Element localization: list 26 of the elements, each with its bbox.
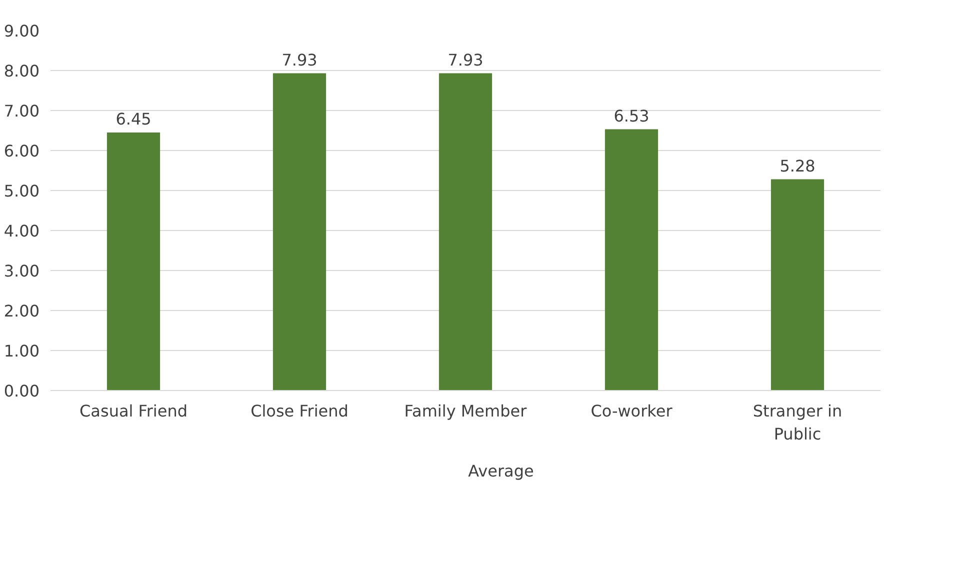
y-tick-label: 7.00 bbox=[4, 102, 40, 120]
y-tick-label: 9.00 bbox=[4, 22, 40, 40]
y-tick-label: 5.00 bbox=[4, 182, 40, 200]
y-tick-label: 4.00 bbox=[4, 222, 40, 240]
y-tick-label: 3.00 bbox=[4, 262, 40, 280]
x-tick-label: Co-worker bbox=[590, 402, 673, 420]
data-label: 6.45 bbox=[116, 110, 152, 128]
x-tick-label: Family Member bbox=[404, 402, 528, 420]
x-tick-label: Stranger in Public bbox=[752, 402, 842, 444]
bar bbox=[272, 73, 326, 390]
y-tick-label: 8.00 bbox=[4, 62, 40, 80]
data-label: 6.53 bbox=[614, 106, 650, 126]
y-tick-label: 2.00 bbox=[4, 302, 40, 320]
y-tick-label: 0.00 bbox=[4, 382, 40, 400]
text: Average bbox=[468, 462, 534, 480]
x-tick-label: Casual Friend bbox=[80, 402, 188, 420]
bar bbox=[438, 73, 492, 390]
x-tick-label: Close Friend bbox=[250, 402, 348, 420]
y-tick-label: 6.00 bbox=[4, 142, 40, 160]
bar bbox=[770, 179, 824, 390]
bar bbox=[106, 132, 160, 390]
data-label: 5.28 bbox=[780, 156, 816, 176]
data-label: 7.93 bbox=[282, 50, 318, 70]
y-tick-label: 1.00 bbox=[4, 342, 40, 360]
data-label: 7.93 bbox=[448, 50, 484, 70]
bar bbox=[604, 129, 658, 390]
